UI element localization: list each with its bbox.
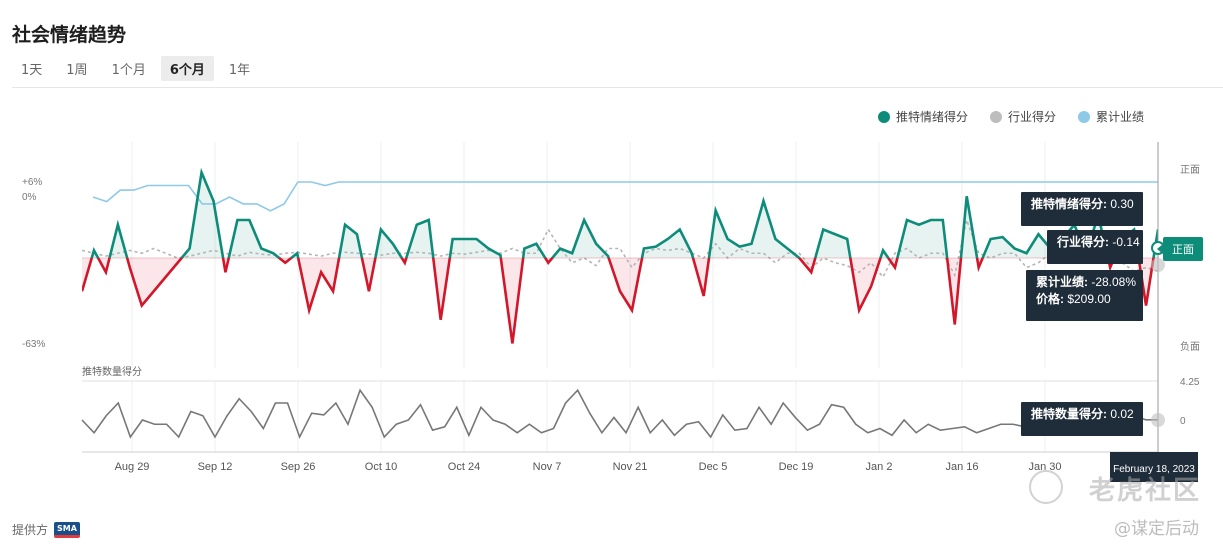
tooltip-cumulative-text: 价格: $209.00 — [1036, 291, 1111, 306]
left-axis-label-zero: 0% — [22, 192, 37, 203]
x-tick-label: Dec 19 — [779, 461, 814, 473]
watermark-brand: 老虎社区 — [1088, 476, 1201, 506]
sma-logo: SMA — [54, 521, 80, 538]
x-tick-label: Aug 29 — [115, 461, 150, 473]
volume-axis-label-zero: 0 — [1180, 416, 1186, 427]
legend-industry-dot — [990, 110, 1003, 123]
tooltip-date-text: February 18, 2023 — [1113, 464, 1195, 475]
legend-cumulative-dot — [1078, 110, 1091, 123]
positive-badge-box — [1163, 237, 1203, 261]
tab-1y[interactable]: 1年 — [228, 63, 251, 78]
x-tick-label: Nov 7 — [533, 461, 562, 473]
header-divider — [12, 87, 1223, 88]
tab-1w[interactable]: 1周 — [66, 63, 88, 78]
time-range-tabs: 1天 1周 1个月 6个月 1年 — [12, 56, 259, 81]
x-tick-label: Dec 5 — [699, 461, 728, 473]
watermark-user: @谋定后动 — [1114, 519, 1199, 539]
hover-marker-volume — [1151, 413, 1165, 427]
x-tick-label: Jan 16 — [945, 461, 978, 473]
legend-cumulative[interactable]: 累计业绩 — [1078, 108, 1144, 125]
tooltip-sentiment-box — [1021, 192, 1143, 226]
chart-legend: 推特情绪得分 行业得分 累计业绩 — [878, 108, 1144, 125]
legend-industry[interactable]: 行业得分 — [990, 108, 1056, 125]
sentiment-negative-area — [82, 258, 1158, 344]
legend-sentiment-label: 推特情绪得分 — [896, 110, 969, 124]
tab-1d[interactable]: 1天 — [21, 63, 43, 78]
legend-sentiment-dot — [878, 110, 890, 123]
tab-1m[interactable]: 1个月 — [111, 63, 146, 78]
x-tick-label: Oct 24 — [448, 461, 480, 473]
sentiment-positive-area — [82, 172, 1158, 258]
watermark-logo-icon — [1029, 470, 1063, 504]
legend-industry-label: 行业得分 — [1008, 110, 1057, 124]
x-tick-label: Sep 26 — [281, 461, 316, 473]
tooltip-volume-box — [1021, 402, 1143, 436]
legend-sentiment[interactable]: 推特情绪得分 — [878, 108, 968, 125]
positive-badge-pointer — [1157, 244, 1163, 254]
x-tick-label: Jan 2 — [866, 461, 893, 473]
left-axis-label-bottom: -63% — [22, 339, 45, 350]
provider: 提供方 SMA — [12, 521, 80, 538]
positive-badge-text: 正面 — [1172, 244, 1194, 256]
tooltip-industry-box — [1047, 230, 1143, 264]
page-title: 社会情绪趋势 — [12, 24, 127, 46]
tooltip-industry-text: 行业得分: -0.14 — [1056, 234, 1140, 249]
tooltip-volume-text: 推特数量得分: 0.02 — [1031, 406, 1134, 421]
x-tick-label: Sep 12 — [198, 461, 233, 473]
right-axis-label-negative: 负面 — [1180, 340, 1200, 353]
volume-panel-title: 推特数量得分 — [82, 365, 142, 378]
volume-axis-label-top: 4.25 — [1180, 377, 1200, 388]
left-axis-label-top: +6% — [22, 177, 42, 188]
tooltip-sentiment-text: 推特情绪得分: 0.30 — [1031, 196, 1134, 211]
x-tick-label: Jan 30 — [1028, 461, 1061, 473]
hover-marker-industry — [1151, 258, 1165, 272]
tooltip-date-box — [1110, 452, 1198, 482]
right-axis-label-positive: 正面 — [1180, 165, 1200, 176]
provider-label: 提供方 — [12, 523, 49, 537]
x-tick-label: Oct 10 — [365, 461, 397, 473]
cumulative-performance-line — [92, 181, 1158, 212]
tooltip-cumulative-text: 累计业绩: -28.08% — [1036, 274, 1136, 289]
tweet-volume-line — [81, 388, 1158, 440]
sentiment-line-negative — [82, 258, 1155, 344]
legend-cumulative-label: 累计业绩 — [1096, 110, 1145, 124]
sentiment-line-positive — [90, 167, 1158, 258]
x-tick-label: Nov 21 — [613, 461, 648, 473]
tab-6m[interactable]: 6个月 — [160, 56, 214, 81]
tooltip-cumulative-box — [1026, 270, 1143, 321]
